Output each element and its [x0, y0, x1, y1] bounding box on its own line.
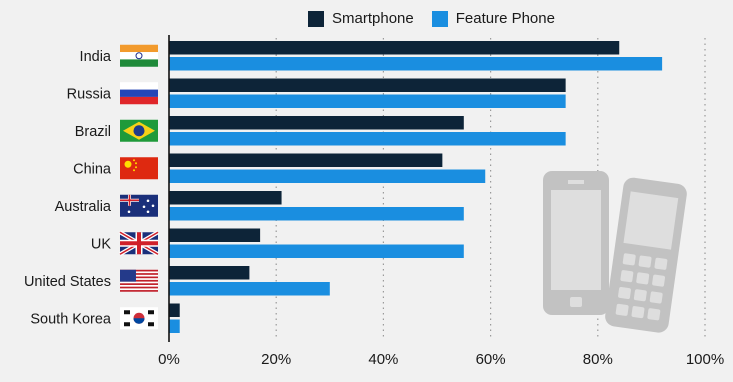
feature-phone-key: [649, 291, 663, 304]
us-flag-icon: [120, 269, 158, 292]
feature-phone-key: [647, 308, 661, 321]
south-korea-flag-icon: [120, 307, 158, 330]
uk-flag-icon: [118, 230, 160, 256]
smartphone-button: [570, 297, 582, 307]
feature-phone-key: [638, 255, 652, 268]
feature-phone-key: [620, 270, 634, 283]
x-tick-label: 0%: [158, 351, 180, 368]
bar-smartphone: [169, 116, 464, 130]
bar-feature-phone: [169, 282, 330, 296]
bar-smartphone: [169, 78, 566, 92]
category-label: Russia: [67, 86, 112, 102]
bar-feature-phone: [169, 132, 566, 146]
bar-smartphone: [169, 303, 180, 317]
bar-smartphone: [169, 266, 250, 280]
bar-smartphone: [169, 228, 261, 242]
russia-flag-icon: [120, 82, 158, 105]
brazil-flag-icon: [120, 119, 158, 142]
x-tick-label: 80%: [583, 351, 613, 368]
feature-phone-key: [636, 272, 650, 285]
bar-feature-phone: [169, 207, 464, 221]
feature-phone-key: [652, 274, 666, 287]
feature-phone: [605, 177, 687, 333]
feature-phone-key: [631, 306, 645, 319]
feature-phone-screen: [623, 191, 679, 250]
bar-feature-phone: [169, 57, 663, 71]
legend-swatch-feature-phone: [431, 10, 448, 27]
x-tick-label: 20%: [261, 351, 291, 368]
bar-feature-phone: [169, 169, 486, 183]
legend-item-smartphone: Smartphone: [308, 10, 414, 27]
category-label: Australia: [55, 199, 112, 215]
feature-phone-key: [654, 257, 668, 270]
mobile-phones-icon: [543, 171, 687, 333]
feature-phone-key: [615, 303, 629, 316]
legend: Smartphone Feature Phone: [308, 10, 555, 27]
bar-smartphone: [169, 153, 443, 167]
smartphone-screen: [551, 190, 601, 290]
bar-smartphone: [169, 191, 282, 205]
category-label: India: [80, 49, 112, 65]
x-tick-label: 100%: [686, 351, 724, 368]
category-label: China: [73, 161, 112, 177]
feature-phone-key: [622, 253, 636, 266]
category-label: UK: [91, 236, 111, 252]
category-label: United States: [24, 274, 111, 290]
bar-feature-phone: [169, 244, 464, 258]
category-label: South Korea: [30, 311, 112, 327]
smartphone-speaker: [568, 180, 584, 184]
feature-phone-key: [618, 286, 631, 300]
legend-item-feature-phone: Feature Phone: [431, 10, 555, 27]
x-tick-label: 60%: [476, 351, 506, 368]
legend-swatch-smartphone: [308, 10, 324, 27]
feature-phone-key: [633, 289, 647, 302]
category-label: Brazil: [75, 124, 111, 140]
india-flag-icon: [120, 44, 158, 67]
bar-smartphone: [169, 41, 620, 55]
x-tick-label: 40%: [368, 351, 398, 368]
china-flag-icon: [120, 157, 158, 180]
legend-label-feature-phone: Feature Phone: [455, 10, 555, 27]
bar-feature-phone: [169, 94, 566, 108]
bar-feature-phone: [169, 319, 180, 333]
australia-flag-icon: [120, 194, 158, 217]
legend-label-smartphone: Smartphone: [332, 10, 414, 27]
